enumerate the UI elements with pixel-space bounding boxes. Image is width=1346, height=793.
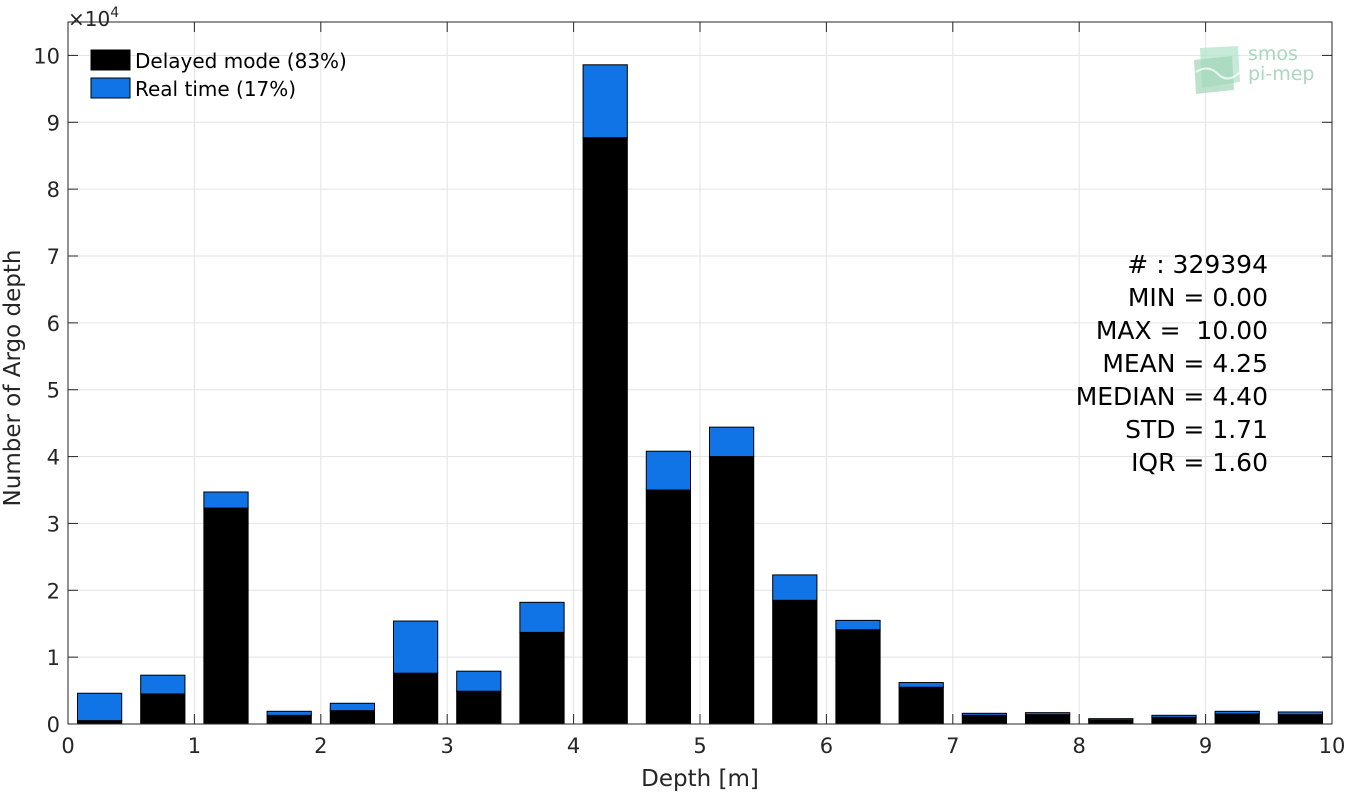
bar-real-time xyxy=(961,712,1008,716)
bar-delayed-mode xyxy=(392,672,439,725)
y-tick-label: 3 xyxy=(47,512,60,536)
bar-delayed-mode xyxy=(1277,714,1324,725)
y-tick-label: 5 xyxy=(47,379,60,403)
bar-delayed-mode xyxy=(140,693,186,725)
stat-line: MEAN = 4.25 xyxy=(1102,349,1268,378)
bar-delayed-mode xyxy=(645,489,692,725)
legend-label: Delayed mode (83%) xyxy=(135,49,347,73)
bar-real-time xyxy=(1024,712,1071,716)
stat-line: STD = 1.71 xyxy=(1125,415,1268,444)
bar-real-time xyxy=(203,491,249,509)
bar-delayed-mode xyxy=(898,686,944,725)
bar-delayed-mode xyxy=(961,714,1008,725)
x-tick-label: 8 xyxy=(1073,734,1086,758)
y-tick-label: 4 xyxy=(47,446,60,470)
legend-swatch xyxy=(90,77,131,99)
y-tick-label: 10 xyxy=(33,44,60,68)
bar-real-time xyxy=(1277,711,1324,716)
bar-real-time xyxy=(898,682,944,688)
x-tick-label: 1 xyxy=(188,734,201,758)
x-tick-label: 6 xyxy=(820,734,833,758)
bar-delayed-mode xyxy=(1088,719,1134,725)
y-multiplier-base: ×10 xyxy=(68,7,110,31)
stat-line: MAX = 10.00 xyxy=(1096,316,1268,345)
stat-line: MIN = 0.00 xyxy=(1128,283,1268,312)
bar-delayed-mode xyxy=(582,137,628,725)
bar-delayed-mode xyxy=(519,631,565,725)
bar-delayed-mode xyxy=(835,629,881,725)
y-tick-label: 6 xyxy=(47,312,60,336)
legend: Delayed mode (83%) Real time (17%) xyxy=(90,49,347,101)
bar-real-time xyxy=(519,601,565,633)
bar-delayed-mode xyxy=(772,599,818,725)
x-tick-label: 2 xyxy=(314,734,327,758)
x-tick-label: 4 xyxy=(567,734,580,758)
bar-delayed-mode xyxy=(1151,716,1197,725)
legend-swatch xyxy=(90,49,131,71)
y-tick-label: 7 xyxy=(47,245,60,269)
x-tick-label: 10 xyxy=(1319,734,1346,758)
bar-real-time xyxy=(835,619,881,631)
bar-delayed-mode xyxy=(1024,714,1071,725)
bar-delayed-mode xyxy=(329,710,376,725)
svg-text:×104: ×104 xyxy=(68,5,119,31)
bar-real-time xyxy=(76,692,123,722)
y-tick-label: 9 xyxy=(47,111,60,135)
bar-delayed-mode xyxy=(203,507,249,725)
stat-line: # : 329394 xyxy=(1127,250,1268,279)
bar-real-time xyxy=(772,574,818,601)
y-tick-label: 0 xyxy=(47,713,60,737)
bar-real-time xyxy=(140,674,186,695)
smos-pi-mep-logo: smos pi-mep xyxy=(1192,42,1332,98)
x-tick-label: 5 xyxy=(693,734,706,758)
logo-wave-icon xyxy=(1194,46,1241,94)
x-tick-label: 7 xyxy=(946,734,959,758)
bar-real-time xyxy=(708,426,755,458)
legend-label: Real time (17%) xyxy=(135,77,296,101)
bar-real-time xyxy=(266,710,312,716)
bar-delayed-mode xyxy=(1214,713,1260,725)
bar-real-time xyxy=(1214,710,1260,715)
bar-real-time xyxy=(582,64,628,139)
x-axis-label: Depth [m] xyxy=(641,766,759,792)
bar-delayed-mode xyxy=(708,456,755,725)
stat-line: MEDIAN = 4.40 xyxy=(1076,382,1268,411)
bar-real-time xyxy=(456,670,502,692)
x-tick-label: 3 xyxy=(441,734,454,758)
y-axis-label: Number of Argo depth xyxy=(0,250,26,507)
bar-real-time xyxy=(1088,718,1134,721)
stats-annotation: # : 329394 MIN = 0.00 MAX = 10.00 MEAN = 4.… xyxy=(1076,250,1268,477)
logo-line-1: smos xyxy=(1248,43,1298,65)
x-tick-label: 9 xyxy=(1199,734,1212,758)
bars xyxy=(76,64,1324,725)
bar-real-time xyxy=(1151,714,1197,718)
bar-delayed-mode xyxy=(456,690,502,725)
y-tick-label: 8 xyxy=(47,178,60,202)
bar-delayed-mode xyxy=(266,714,312,725)
y-tick-label: 2 xyxy=(47,579,60,603)
stat-line: IQR = 1.60 xyxy=(1131,448,1268,477)
bar-delayed-mode xyxy=(76,720,123,725)
bar-real-time xyxy=(329,702,376,712)
bar-real-time xyxy=(645,450,692,491)
y-multiplier-exponent: 4 xyxy=(110,5,119,21)
x-tick-label: 0 xyxy=(61,734,74,758)
bar-real-time xyxy=(392,620,439,674)
y-axis-multiplier: ×104 xyxy=(68,5,119,31)
logo-line-2: pi-mep xyxy=(1248,63,1315,85)
y-tick-label: 1 xyxy=(47,646,60,670)
axes: 0 1 2 3 4 5 6 7 8 9 10 0 1 2 3 4 5 6 7 8 9 10 xyxy=(33,21,1346,758)
